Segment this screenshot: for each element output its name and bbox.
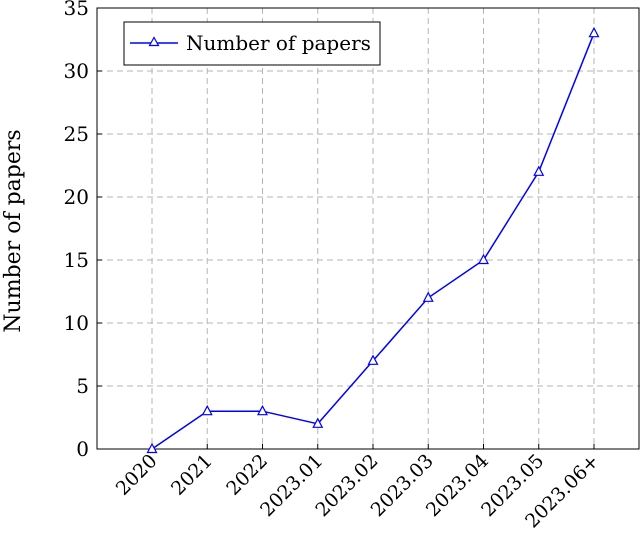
x-tick-label: 2020 [112, 450, 162, 500]
data-point-marker [478, 253, 489, 265]
data-point-marker [257, 404, 268, 416]
y-tick-label: 35 [64, 0, 89, 20]
data-point-marker [533, 165, 545, 176]
axes [96, 7, 640, 450]
series-layer [146, 26, 600, 454]
y-tick-label: 5 [76, 374, 89, 398]
y-tick-label: 30 [64, 59, 89, 83]
x-tick-label: 2022 [222, 450, 272, 500]
legend-triangle-marker [148, 36, 160, 47]
x-tick-label: 2021 [167, 450, 217, 500]
plot-frame [96, 7, 640, 450]
data-point-marker [588, 26, 600, 38]
y-axis-title: Number of papers [1, 129, 26, 332]
y-tick-label: 20 [64, 185, 89, 209]
y-tick-label: 15 [64, 248, 89, 272]
legend-label: Number of papers [186, 31, 371, 55]
grid-lines [97, 8, 640, 449]
y-tick-label: 25 [64, 122, 89, 146]
data-point-marker [201, 404, 213, 416]
data-point-marker [146, 442, 158, 454]
data-point-marker [367, 354, 379, 365]
legend: Number of papers [123, 21, 381, 66]
data-point-marker [312, 417, 324, 428]
y-tick-label: 0 [76, 437, 89, 461]
data-point-marker [422, 291, 434, 302]
y-tick-label: 10 [64, 311, 89, 335]
